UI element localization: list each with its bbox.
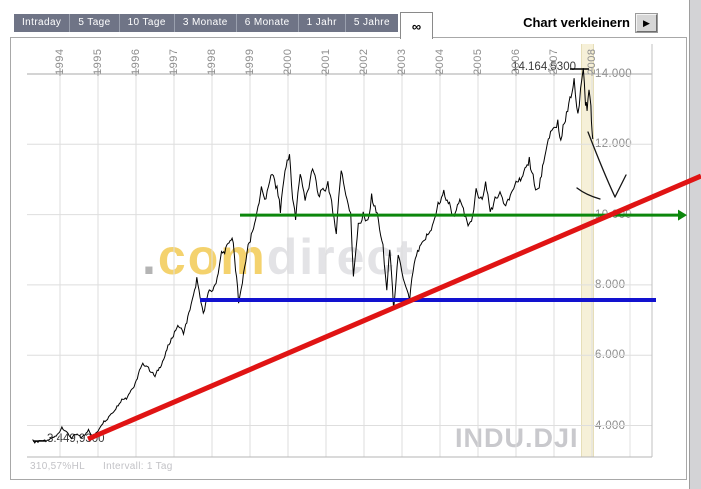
arrow-right-icon: ▶ bbox=[643, 17, 650, 28]
watermark-direct: direct bbox=[266, 229, 415, 285]
x-axis-year-label: 1996 bbox=[130, 48, 142, 75]
low-value-label: 3.449,9300 bbox=[47, 433, 105, 445]
chart-resize-button[interactable]: ▶ bbox=[636, 14, 657, 32]
watermark-dot: . bbox=[142, 229, 158, 285]
x-axis-year-label: 2002 bbox=[358, 48, 370, 75]
period-tab-strip: Intraday 5 Tage 10 Tage 3 Monate 6 Monate 1 J… bbox=[14, 14, 398, 32]
x-axis-year-label: 1999 bbox=[244, 48, 256, 75]
tab-5-jahre[interactable]: 5 Jahre bbox=[345, 14, 398, 32]
tab-3-monate[interactable]: 3 Monate bbox=[174, 14, 237, 32]
tab-intraday[interactable]: Intraday bbox=[14, 14, 71, 32]
tab-max-period[interactable]: ∞ bbox=[400, 12, 433, 39]
x-axis-year-label: 2006 bbox=[510, 48, 522, 75]
x-axis-year-label: 1997 bbox=[168, 48, 180, 75]
x-axis-year-label: 2007 bbox=[548, 48, 560, 75]
tab-6-monate[interactable]: 6 Monate bbox=[236, 14, 299, 32]
symbol-watermark: INDU.DJI bbox=[455, 423, 579, 453]
y-axis-value-label: 14.000 bbox=[595, 68, 632, 80]
x-axis-year-label: 1994 bbox=[54, 48, 66, 75]
y-axis-value-label: 4.000 bbox=[595, 419, 626, 432]
comdirect-watermark: .comdirect bbox=[142, 228, 415, 286]
tab-10-tage[interactable]: 10 Tage bbox=[119, 14, 175, 32]
x-axis-year-label: 2001 bbox=[320, 48, 332, 75]
y-axis-value-label: 12.000 bbox=[595, 138, 632, 151]
status-range-percent: 310,57%HL bbox=[30, 461, 85, 472]
page-edge-strip bbox=[689, 0, 701, 489]
tab-1-jahr[interactable]: 1 Jahr bbox=[298, 14, 346, 32]
x-axis-year-label: 2005 bbox=[472, 48, 484, 75]
watermark-com: com bbox=[157, 229, 267, 285]
high-value-label: 14.164,5300 bbox=[512, 61, 576, 73]
x-axis-year-label: 2000 bbox=[282, 48, 294, 75]
x-axis-year-label: 1995 bbox=[92, 48, 104, 75]
tab-5-tage[interactable]: 5 Tage bbox=[70, 14, 120, 32]
y-axis-value-label: 8.000 bbox=[595, 278, 626, 291]
y-axis-value-label: 10.000 bbox=[595, 208, 632, 221]
x-axis-year-label: 2003 bbox=[396, 48, 408, 75]
y-axis-value-label: 6.000 bbox=[595, 349, 626, 362]
status-interval: Intervall: 1 Tag bbox=[103, 461, 173, 472]
chart-resize-label[interactable]: Chart verkleinern bbox=[523, 15, 630, 30]
x-axis-year-label: 1998 bbox=[206, 48, 218, 75]
x-axis-year-label: 2004 bbox=[434, 48, 446, 75]
current-period-highlight-band bbox=[581, 44, 594, 457]
